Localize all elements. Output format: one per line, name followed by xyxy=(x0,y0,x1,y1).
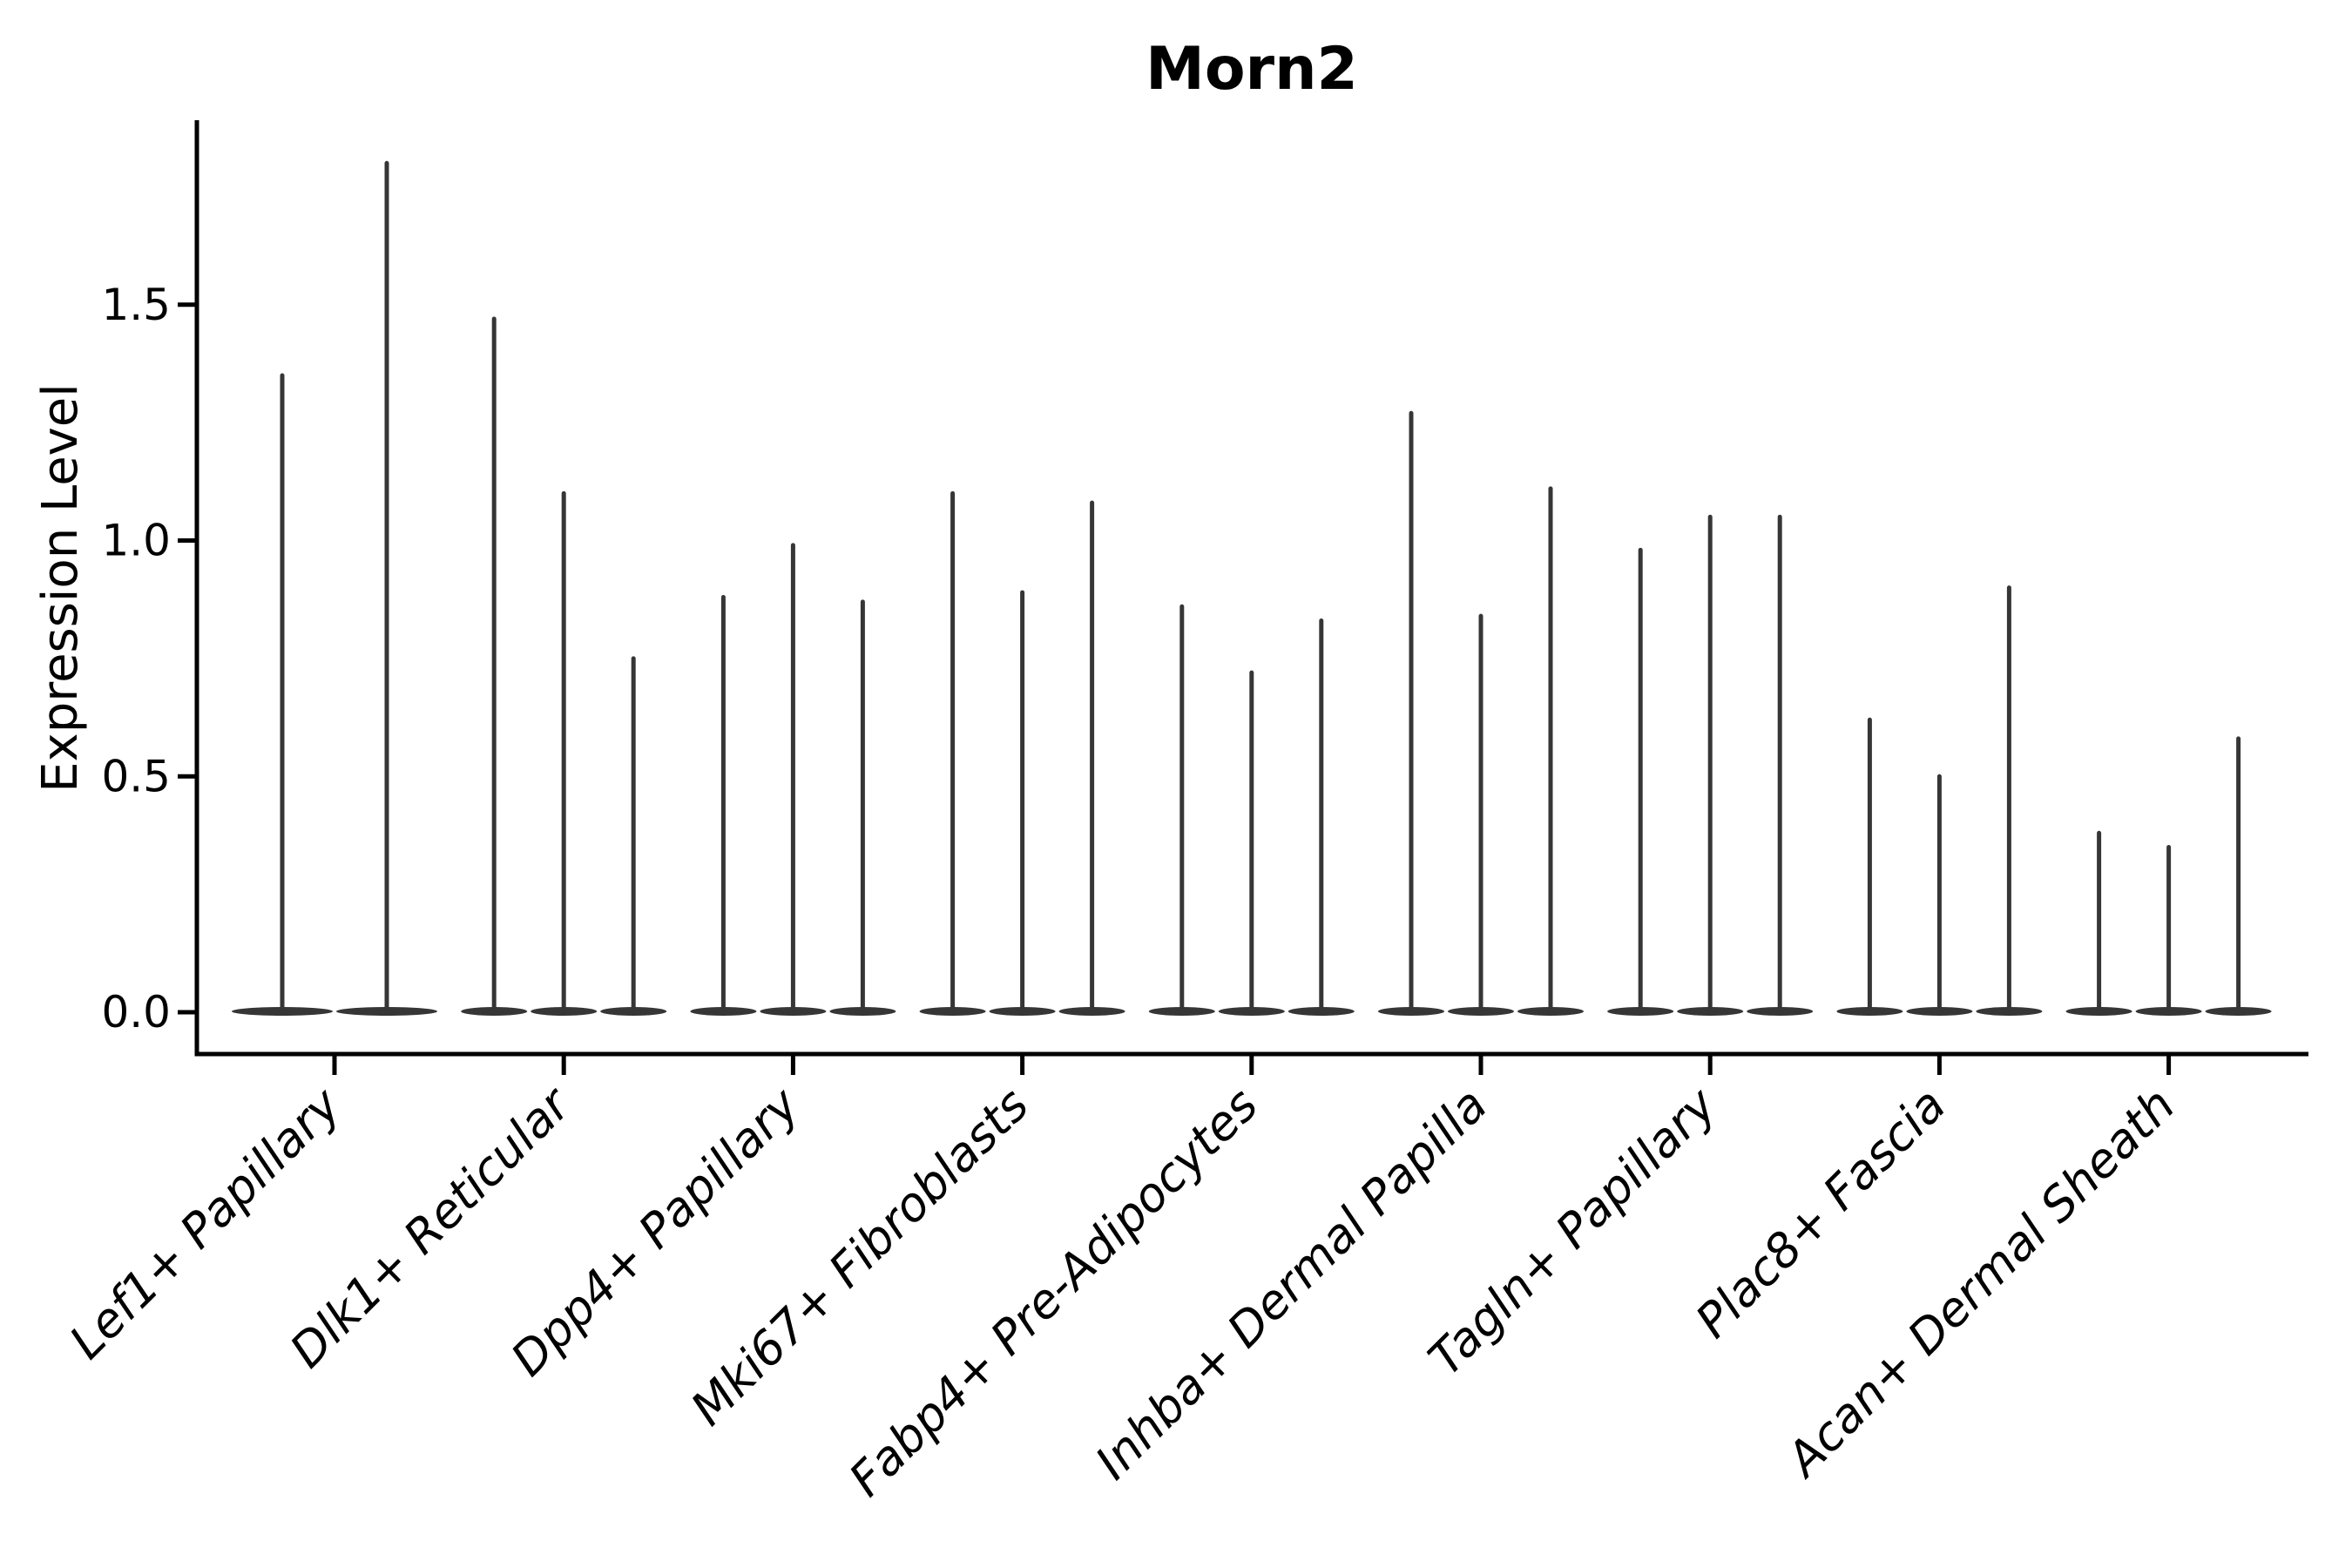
violin-base xyxy=(1148,1007,1215,1016)
violin-group xyxy=(690,543,896,1016)
violin-group xyxy=(232,160,437,1016)
y-ticks: 0.0 0.5 1.0 1.5 xyxy=(101,280,197,1037)
violin-base xyxy=(1747,1007,1814,1016)
violin-group xyxy=(1607,514,1814,1016)
violin-base xyxy=(461,1007,528,1016)
violin-base xyxy=(989,1007,1056,1016)
violin-base xyxy=(1288,1007,1355,1016)
violin-base xyxy=(2065,1007,2132,1016)
violin-group xyxy=(1836,585,2043,1016)
violin-base xyxy=(760,1007,827,1016)
violin-base xyxy=(1836,1007,1903,1016)
violin-base xyxy=(1677,1007,1744,1016)
violins xyxy=(232,160,2272,1016)
violin-base xyxy=(829,1007,896,1016)
chart-title: Morn2 xyxy=(1146,35,1358,104)
violin-base xyxy=(1976,1007,2043,1016)
violin-base xyxy=(1906,1007,1973,1016)
violin-base xyxy=(919,1007,986,1016)
violin-base xyxy=(531,1007,598,1016)
y-tick-label: 0.0 xyxy=(101,987,171,1037)
violin-group xyxy=(919,490,1125,1016)
violin-base xyxy=(1448,1007,1514,1016)
y-tick-label: 1.5 xyxy=(101,280,171,330)
violin-base xyxy=(1517,1007,1584,1016)
violin-base xyxy=(2135,1007,2202,1016)
y-tick-label: 1.0 xyxy=(101,516,171,566)
violin-group xyxy=(2065,736,2272,1016)
violin-group xyxy=(461,316,667,1016)
violin-base xyxy=(2205,1007,2272,1016)
violin-base xyxy=(690,1007,757,1016)
violin-base xyxy=(1378,1007,1444,1016)
x-tick-label: Inhba+ Dermal Papilla xyxy=(1085,1078,1497,1490)
violin-group xyxy=(1148,604,1355,1016)
violin-group xyxy=(1378,410,1584,1016)
violin-base xyxy=(1218,1007,1285,1016)
violin-base xyxy=(232,1007,333,1016)
violin-base xyxy=(336,1007,437,1016)
y-tick-label: 0.5 xyxy=(101,751,171,801)
violin-base xyxy=(1607,1007,1674,1016)
x-tick-label: Acan+ Dermal Sheath xyxy=(1774,1078,2186,1489)
y-axis-label: Expression Level xyxy=(32,383,89,793)
violin-base xyxy=(1058,1007,1125,1016)
violin-base xyxy=(600,1007,667,1016)
x-tick-label: Fabp4+ Pre-Adipocytes xyxy=(839,1078,1268,1507)
